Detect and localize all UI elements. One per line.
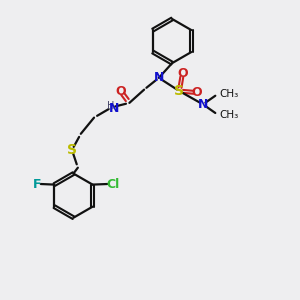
- Text: CH₃: CH₃: [219, 89, 238, 99]
- Text: O: O: [177, 67, 188, 80]
- Text: F: F: [32, 178, 41, 190]
- Text: CH₃: CH₃: [219, 110, 238, 120]
- Text: N: N: [198, 98, 208, 111]
- Text: N: N: [109, 102, 119, 115]
- Text: H: H: [106, 101, 114, 111]
- Text: S: S: [67, 143, 77, 157]
- Text: Cl: Cl: [106, 178, 119, 190]
- Text: S: S: [174, 84, 184, 98]
- Text: O: O: [192, 86, 203, 99]
- Text: O: O: [115, 85, 126, 98]
- Text: N: N: [154, 71, 164, 84]
